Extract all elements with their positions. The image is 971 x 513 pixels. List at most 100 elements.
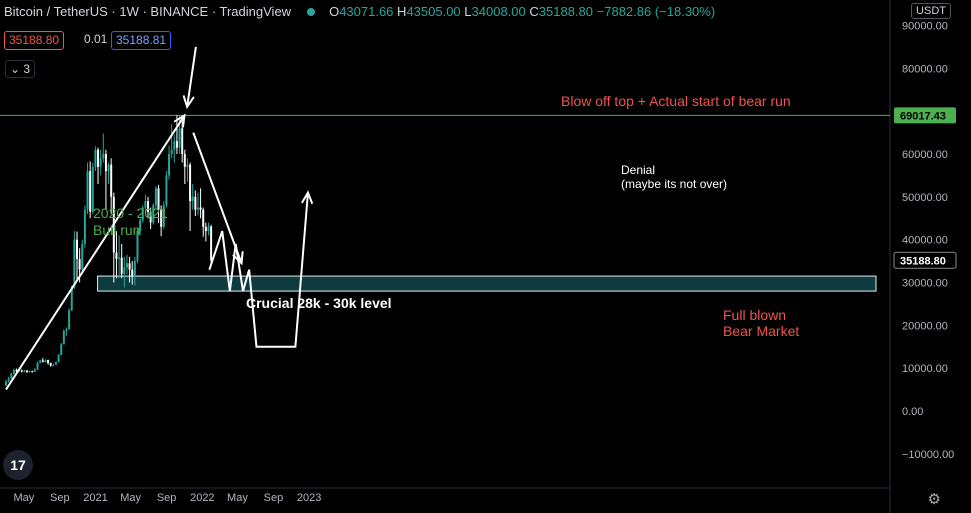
candle-body[interactable]: [133, 261, 136, 277]
time-axis-tick: Sep: [264, 492, 284, 504]
candle-body[interactable]: [110, 164, 113, 197]
candle-body[interactable]: [83, 209, 86, 244]
candle-body[interactable]: [131, 269, 134, 277]
candle-body[interactable]: [152, 205, 155, 223]
candle-body[interactable]: [157, 188, 160, 210]
candle-body[interactable]: [183, 154, 186, 167]
candle-body[interactable]: [57, 354, 60, 363]
candle-body[interactable]: [207, 226, 210, 232]
price-label-box: [893, 251, 957, 269]
buy-price-button[interactable]: 35188.81: [111, 31, 172, 50]
candle-body[interactable]: [196, 207, 199, 210]
tradingview-logo-icon[interactable]: 17: [3, 450, 33, 480]
candle-body[interactable]: [204, 226, 207, 232]
high-value: 43505.00: [406, 4, 461, 19]
candle-body[interactable]: [62, 330, 65, 345]
candle-body[interactable]: [31, 371, 34, 373]
candle-body[interactable]: [5, 381, 7, 386]
candle-body[interactable]: [26, 370, 29, 373]
close-value: 35188.80: [538, 4, 594, 19]
candle-body[interactable]: [189, 164, 192, 202]
candle-body[interactable]: [136, 231, 139, 262]
symbol-title[interactable]: Bitcoin / TetherUS · 1W · BINANCE · Trad…: [4, 4, 292, 19]
blow-off-arrow[interactable]: [186, 46, 197, 108]
candle-body[interactable]: [94, 149, 97, 167]
candle-body[interactable]: [44, 360, 47, 362]
blow-off-arrow-head: [182, 95, 195, 110]
candle-body[interactable]: [65, 329, 68, 331]
candle-body[interactable]: [144, 201, 147, 208]
candle-body[interactable]: [160, 209, 163, 227]
candle-body[interactable]: [210, 226, 213, 261]
candle-body[interactable]: [15, 369, 18, 372]
candle-body[interactable]: [120, 257, 123, 274]
candle-body[interactable]: [86, 171, 89, 210]
candle-body[interactable]: [89, 171, 92, 212]
candle-body[interactable]: [54, 362, 57, 365]
candle-body[interactable]: [178, 128, 181, 148]
candle-body[interactable]: [162, 205, 165, 227]
candle-body[interactable]: [73, 239, 76, 287]
collapse-indicators-button[interactable]: ⌄ 3: [5, 60, 36, 78]
annotation-denial-note: (maybe its not over): [621, 177, 727, 191]
candle-body[interactable]: [49, 363, 52, 366]
candle-body[interactable]: [52, 364, 55, 366]
candle-body[interactable]: [186, 164, 189, 167]
bull-run-arrow-head: [173, 113, 186, 128]
candle-body[interactable]: [99, 158, 102, 167]
candle-body[interactable]: [107, 164, 110, 172]
time-axis-tick: Sep: [157, 492, 177, 504]
candle-body[interactable]: [47, 360, 50, 364]
candle-body[interactable]: [154, 188, 157, 206]
candle-body[interactable]: [33, 369, 36, 372]
candle-body[interactable]: [7, 378, 10, 382]
candle-body[interactable]: [20, 370, 23, 372]
support-zone[interactable]: [97, 275, 877, 292]
candle-body[interactable]: [181, 128, 184, 155]
candle-body[interactable]: [60, 344, 63, 355]
candle-body[interactable]: [147, 201, 150, 212]
candle-body[interactable]: [118, 257, 121, 259]
denial-arrow[interactable]: [192, 132, 243, 264]
projection-path[interactable]: [208, 192, 309, 348]
sell-price-button[interactable]: 35188.80: [4, 31, 65, 50]
candle-body[interactable]: [97, 149, 100, 167]
candle-body[interactable]: [91, 166, 94, 212]
candle-body[interactable]: [102, 154, 105, 159]
candle-body[interactable]: [28, 371, 31, 373]
market-open-dot-icon: [307, 7, 316, 16]
candle-body[interactable]: [191, 196, 194, 202]
candle-body[interactable]: [123, 267, 126, 274]
candle-body[interactable]: [70, 286, 73, 311]
candle-body[interactable]: [104, 154, 107, 172]
candle-body[interactable]: [202, 209, 205, 227]
candle-body[interactable]: [10, 373, 13, 379]
candle-body[interactable]: [76, 239, 79, 259]
candle-body[interactable]: [12, 369, 15, 374]
candle-body[interactable]: [68, 310, 71, 330]
candle-body[interactable]: [128, 263, 131, 270]
candle-body[interactable]: [125, 263, 128, 268]
candle-body[interactable]: [39, 360, 42, 363]
candle-body[interactable]: [139, 220, 142, 232]
candle-body[interactable]: [165, 175, 168, 206]
candle-body[interactable]: [173, 141, 176, 150]
candle-body[interactable]: [199, 207, 202, 210]
candle-body[interactable]: [23, 370, 26, 372]
candle-body[interactable]: [175, 141, 178, 148]
candle-body[interactable]: [78, 258, 81, 270]
bull-run-arrow[interactable]: [5, 114, 186, 391]
gear-icon[interactable]: ⚙: [927, 491, 941, 508]
candle-body[interactable]: [170, 149, 173, 155]
candle-body[interactable]: [141, 207, 144, 221]
candle-body[interactable]: [115, 252, 118, 259]
candle-body[interactable]: [36, 362, 39, 370]
candle-body[interactable]: [168, 154, 171, 176]
time-axis-tick: 2023: [297, 492, 321, 504]
candle-body[interactable]: [149, 211, 152, 223]
currency-button[interactable]: USDT: [911, 3, 951, 19]
candle-body[interactable]: [194, 196, 197, 210]
candle-body[interactable]: [81, 243, 84, 270]
candle-body[interactable]: [41, 360, 44, 362]
